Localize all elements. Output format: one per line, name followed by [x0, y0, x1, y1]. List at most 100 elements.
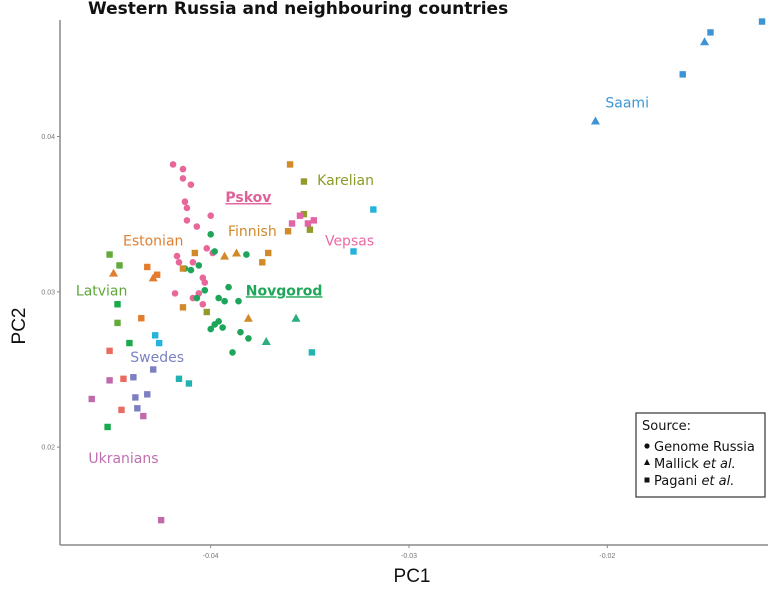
finnish-square-point	[179, 304, 187, 311]
novgorod-circle-point	[243, 251, 250, 258]
swedes-square-point	[144, 391, 151, 398]
estonian-square-point	[144, 263, 151, 271]
square-point	[175, 375, 183, 383]
saami-triangle-point	[590, 116, 600, 125]
x-axis-label: PC1	[394, 566, 431, 587]
group-label-pskov: Pskov	[225, 190, 271, 206]
legend-entry-genome-russia: Genome Russia	[654, 440, 755, 455]
novgorod-circle-point	[225, 283, 232, 291]
square-point	[126, 339, 133, 347]
ukranians-square-point	[157, 516, 165, 524]
finnish-square-point	[259, 259, 266, 266]
group-label-novgorod: Novgorod	[246, 283, 323, 299]
novgorod-circle-point	[235, 297, 242, 305]
square-point	[106, 347, 113, 355]
novgorod-circle-point	[207, 325, 215, 333]
pskov-circle-point	[203, 245, 211, 252]
swedes-square-point	[150, 366, 157, 373]
ukranians-square-point	[140, 412, 147, 420]
estonian-triangle-point	[148, 273, 158, 282]
group-label-ukranians: Ukranians	[88, 451, 158, 467]
novgorod-circle-point	[245, 335, 252, 342]
finnish-triangle-point	[243, 313, 253, 322]
novgorod-circle-point	[237, 328, 244, 336]
latvian-square-point	[114, 319, 121, 327]
pskov-circle-point	[179, 175, 187, 182]
finnish-square-point	[284, 228, 292, 235]
y-tick-label: 0.02	[41, 445, 55, 452]
vepsas-square-point	[296, 212, 304, 219]
estonian-square-point	[138, 315, 145, 322]
finnish-square-point	[265, 249, 272, 257]
swedes-square-point	[132, 394, 139, 401]
y-axis-label: PC2	[9, 308, 30, 345]
legend-box	[635, 412, 766, 498]
pskov-circle-point	[183, 217, 191, 224]
square-point	[118, 406, 125, 414]
pskov-circle-point	[183, 204, 191, 212]
pskov-circle-point	[201, 279, 209, 286]
pskov-circle-point	[189, 259, 197, 266]
novgorod-circle-point	[193, 294, 201, 302]
swedes-square-point	[130, 374, 137, 381]
saami-triangle-point	[700, 37, 710, 46]
group-label-karelian: Karelian	[317, 173, 374, 189]
novgorod-circle-point	[219, 324, 226, 331]
pskov-circle-point	[179, 165, 187, 173]
novgorod-circle-point	[211, 321, 218, 328]
pskov-circle-point	[207, 212, 215, 220]
vepsas-square-point	[288, 220, 296, 227]
novgorod-triangle-point	[291, 313, 301, 322]
legend-square-icon	[644, 477, 650, 483]
saami-square-point	[679, 71, 686, 78]
legend-circle-icon	[644, 443, 650, 449]
legend-title: Source:	[642, 419, 691, 434]
legend-triangle-icon	[644, 459, 650, 465]
pskov-circle-point	[193, 223, 201, 230]
y-tick-label: 0.04	[41, 134, 55, 141]
square-point	[155, 339, 163, 347]
estonian-triangle-point	[109, 268, 119, 277]
group-label-vepsas: Vepsas	[325, 234, 374, 250]
group-label-estonian: Estonian	[123, 234, 183, 250]
pskov-circle-point	[169, 161, 177, 168]
novgorod-circle-point	[229, 349, 236, 356]
pskov-circle-point	[187, 181, 195, 188]
novgorod-circle-point	[201, 286, 209, 294]
finnish-triangle-point	[220, 251, 230, 260]
ukranians-square-point	[88, 395, 95, 403]
karelian-square-point	[300, 210, 308, 218]
novgorod-triangle-point	[261, 337, 271, 346]
square-point	[308, 349, 316, 356]
latvian-square-point	[116, 262, 123, 269]
novgorod-circle-point	[221, 297, 228, 305]
novgorod-circle-point	[187, 266, 195, 274]
latvian-square-point	[106, 251, 113, 258]
pskov-circle-point	[199, 300, 207, 308]
square-point	[350, 248, 357, 255]
legend: Source: Genome Russia Mallick et al. Pag…	[635, 412, 766, 498]
group-label-latvian: Latvian	[76, 283, 128, 299]
x-tick-label: -0.02	[599, 553, 615, 560]
vepsas-square-point	[304, 220, 312, 227]
x-tick-label: -0.04	[203, 553, 219, 560]
legend-entry-pagani: Pagani et al.	[654, 474, 734, 489]
finnish-triangle-point	[232, 248, 242, 257]
saami-square-point	[758, 18, 766, 25]
group-label-finnish: Finnish	[228, 224, 277, 240]
pskov-circle-point	[181, 198, 189, 206]
legend-entry-mallick: Mallick et al.	[654, 457, 736, 472]
novgorod-circle-point	[211, 248, 218, 255]
chart-title: Western Russia and neighbouring countrie…	[88, 0, 508, 19]
novgorod-circle-point	[207, 231, 215, 238]
group-label-swedes: Swedes	[130, 350, 184, 366]
square-point	[114, 301, 121, 308]
saami-square-point	[707, 29, 714, 36]
pskov-circle-point	[173, 252, 181, 260]
square-point	[185, 380, 193, 387]
ukranians-square-point	[106, 377, 113, 384]
swedes-square-point	[134, 405, 141, 412]
square-point	[104, 423, 111, 431]
x-tick-label: -0.03	[401, 553, 417, 560]
